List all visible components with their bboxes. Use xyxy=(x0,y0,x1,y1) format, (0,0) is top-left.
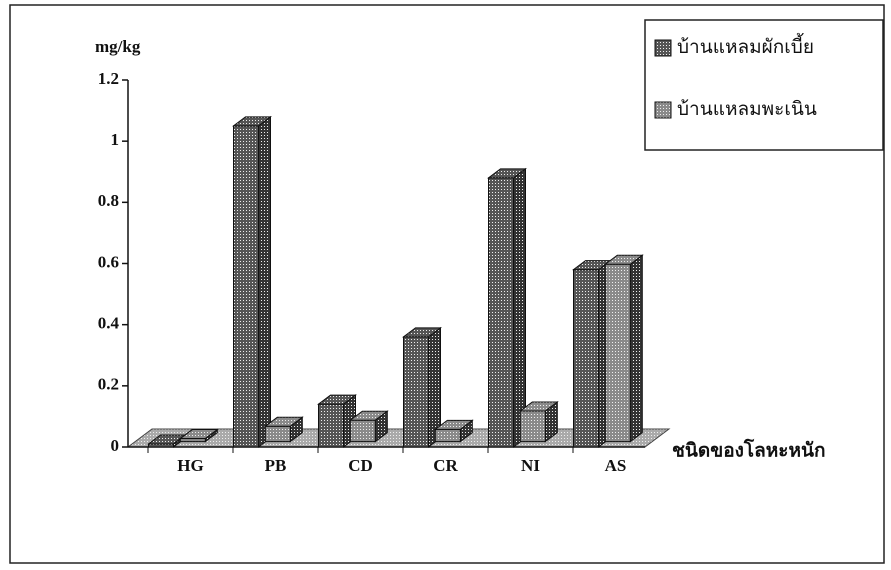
bar-top xyxy=(603,254,644,265)
y-tick-label: 0 xyxy=(111,436,120,455)
bar-front xyxy=(403,336,429,448)
bar xyxy=(263,416,304,443)
y-tick-label: 1.2 xyxy=(98,69,119,88)
y-tick-label: 0.6 xyxy=(98,252,119,271)
legend-swatch xyxy=(654,101,672,119)
x-tick-label: NI xyxy=(521,456,540,475)
bar-front xyxy=(233,125,259,448)
x-tick-label: HG xyxy=(177,456,203,475)
bar-side xyxy=(513,167,526,448)
bar-top xyxy=(518,401,559,412)
x-tick-label: CD xyxy=(348,456,373,475)
bar-top xyxy=(317,394,357,405)
bar xyxy=(402,326,442,448)
y-tick-label: 0.8 xyxy=(98,191,119,210)
bar-side xyxy=(629,254,643,443)
bar-front xyxy=(349,419,376,443)
bar-top xyxy=(178,429,219,440)
legend-box xyxy=(644,19,884,151)
y-tick-label: 1 xyxy=(111,130,120,149)
bar xyxy=(433,419,474,443)
bar-top xyxy=(348,410,389,421)
bar-top xyxy=(433,419,474,430)
bar-top xyxy=(232,116,272,127)
bar-front xyxy=(318,403,344,448)
bar xyxy=(518,401,559,443)
bar-front xyxy=(264,425,291,443)
bar-front xyxy=(604,263,631,443)
bar xyxy=(348,410,389,443)
bar-top xyxy=(263,416,304,427)
legend-label: บ้านแหลมผักเบี้ย xyxy=(677,33,814,58)
bar xyxy=(232,115,272,448)
x-axis-label: ชนิดของโลหะหนัก xyxy=(672,438,826,461)
legend-swatch xyxy=(654,39,672,57)
bar-front xyxy=(573,269,599,448)
x-tick-label: PB xyxy=(265,456,287,475)
bar-side xyxy=(258,115,271,448)
y-axis-label: mg/kg xyxy=(95,37,141,56)
bar xyxy=(603,254,644,443)
bar xyxy=(487,167,527,448)
legend-label: บ้านแหลมพะเนิน xyxy=(677,98,817,120)
x-tick-label: CR xyxy=(433,456,458,475)
bar-top xyxy=(402,327,442,338)
bar-front xyxy=(488,177,514,448)
bar-front xyxy=(434,428,461,443)
y-tick-label: 0.2 xyxy=(98,375,119,394)
bar-top xyxy=(487,168,527,179)
bar-front xyxy=(519,410,546,443)
y-tick-label: 0.4 xyxy=(98,314,120,333)
x-tick-label: AS xyxy=(605,456,627,475)
bar xyxy=(178,428,219,443)
